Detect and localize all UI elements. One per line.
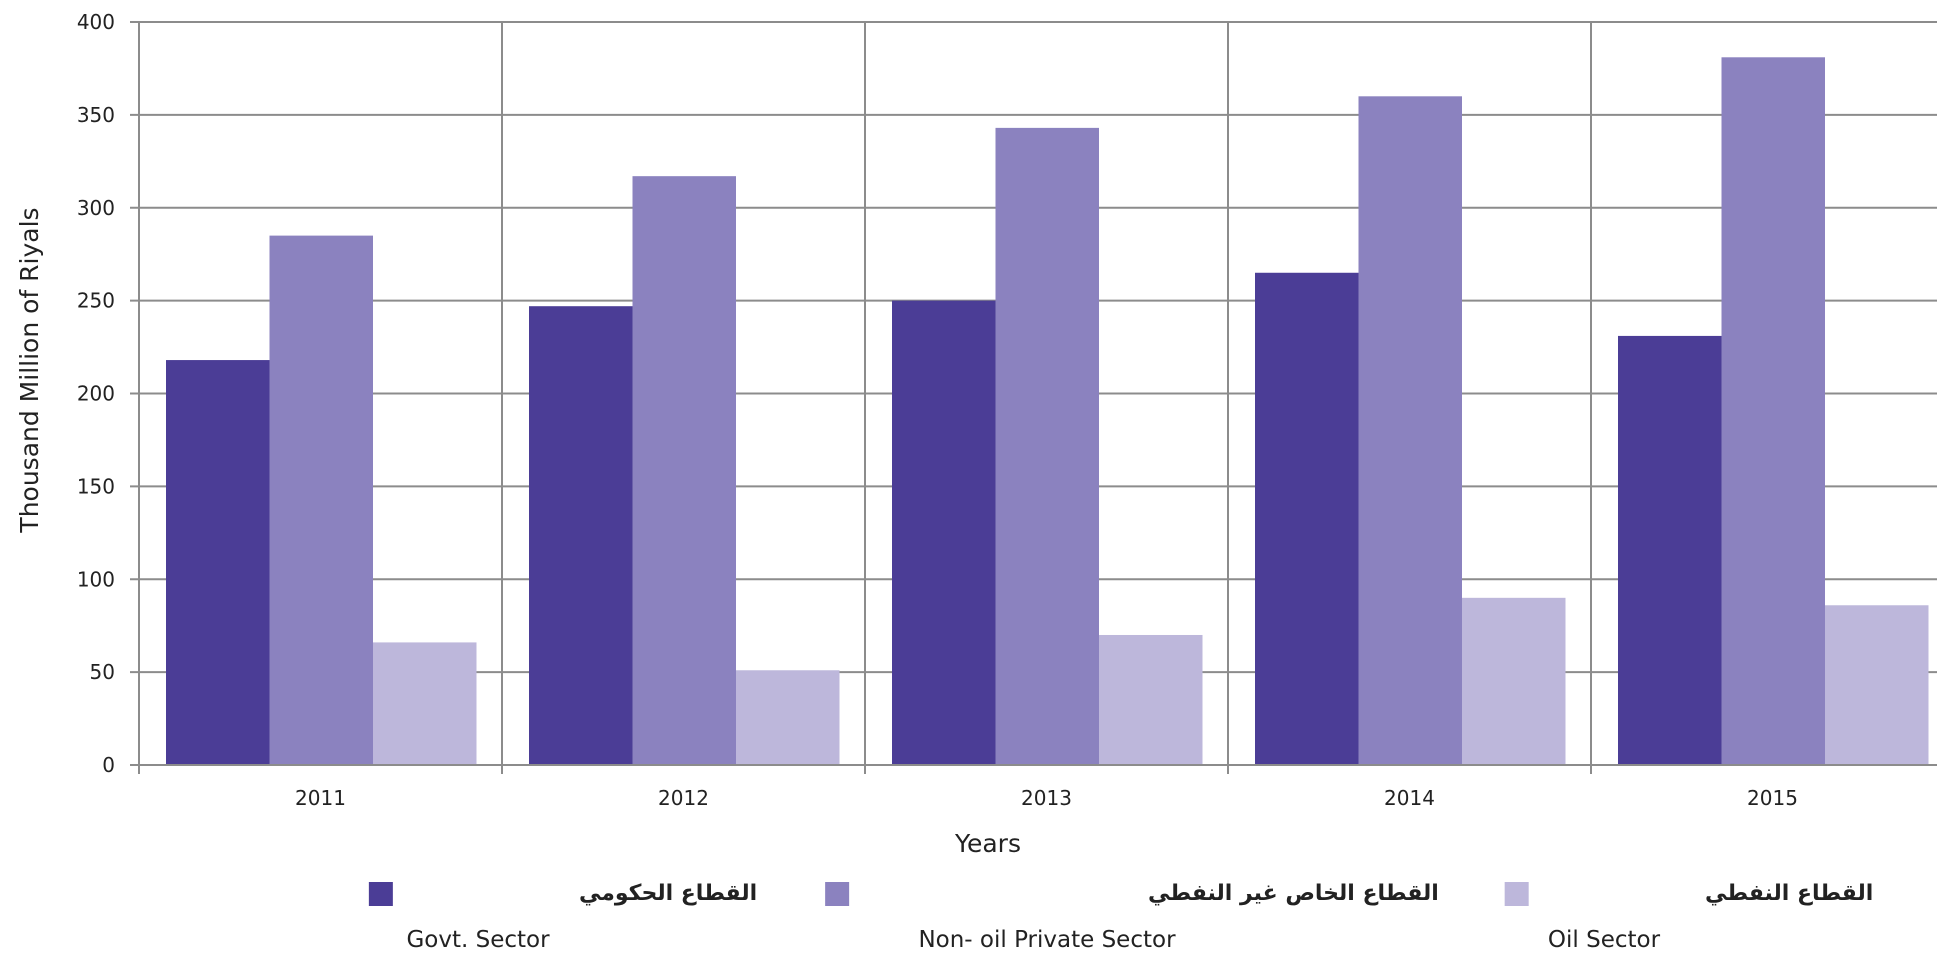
y-tick-label: 400 [77, 10, 115, 34]
y-tick-label: 0 [102, 753, 115, 777]
legend-swatch [825, 882, 850, 906]
axes: 0 50 100 150 200 250 300 350 400 2011 2012 2013 2014… [15, 10, 1937, 858]
bar-2012-series-1 [529, 306, 633, 765]
bar-2011-series-2 [269, 235, 373, 766]
bar-2014-series-3 [1462, 597, 1566, 765]
bar-2013-series-3 [1099, 634, 1203, 765]
bar-2012-series-2 [632, 176, 736, 766]
x-tick-label: 2012 [658, 786, 709, 810]
legend-label-ar: القطاع الحكومي [579, 881, 757, 906]
bars [166, 57, 1929, 766]
legend-swatch [368, 882, 393, 906]
legend-label-ar: القطاع الخاص غير النفطي [1148, 881, 1439, 906]
bar-2012-series-3 [736, 670, 840, 765]
x-axis-title: Years [954, 829, 1021, 858]
bar-2011-series-1 [166, 360, 270, 765]
y-tick-label: 100 [77, 567, 115, 591]
y-axis-title: Thousand Million of Riyals [15, 207, 44, 533]
legend: القطاع الحكومي Govt. Sector القطاع الخاص غ… [368, 881, 1873, 953]
x-tick-label: 2015 [1747, 786, 1798, 810]
y-tick-label: 150 [77, 474, 115, 498]
y-tick-label: 200 [77, 382, 115, 406]
legend-item-1: القطاع الحكومي Govt. Sector [368, 881, 757, 953]
legend-item-2: القطاع الخاص غير النفطي Non- oil Private … [825, 881, 1439, 953]
bar-2013-series-2 [995, 127, 1099, 765]
x-tick-label: 2014 [1384, 786, 1435, 810]
y-tick-label: 350 [77, 103, 115, 127]
y-tick-label: 250 [77, 289, 115, 313]
y-tick-label: 300 [77, 196, 115, 220]
bar-2014-series-1 [1255, 272, 1359, 765]
bar-2015-series-3 [1825, 605, 1929, 765]
bar-2013-series-1 [892, 300, 996, 765]
bar-2014-series-2 [1358, 96, 1462, 766]
legend-label-en: Govt. Sector [406, 927, 550, 953]
legend-item-3: القطاع النفطي Oil Sector [1504, 881, 1873, 953]
legend-label-en: Oil Sector [1548, 927, 1661, 953]
bar-2011-series-3 [373, 642, 477, 765]
x-tick-label: 2011 [295, 786, 346, 810]
legend-label-ar: القطاع النفطي [1705, 881, 1873, 906]
legend-label-en: Non- oil Private Sector [918, 927, 1176, 953]
bar-2015-series-2 [1721, 57, 1825, 766]
bar-2015-series-1 [1618, 335, 1722, 765]
y-tick-label: 50 [90, 660, 115, 684]
legend-swatch [1504, 882, 1529, 906]
x-tick-label: 2013 [1021, 786, 1072, 810]
